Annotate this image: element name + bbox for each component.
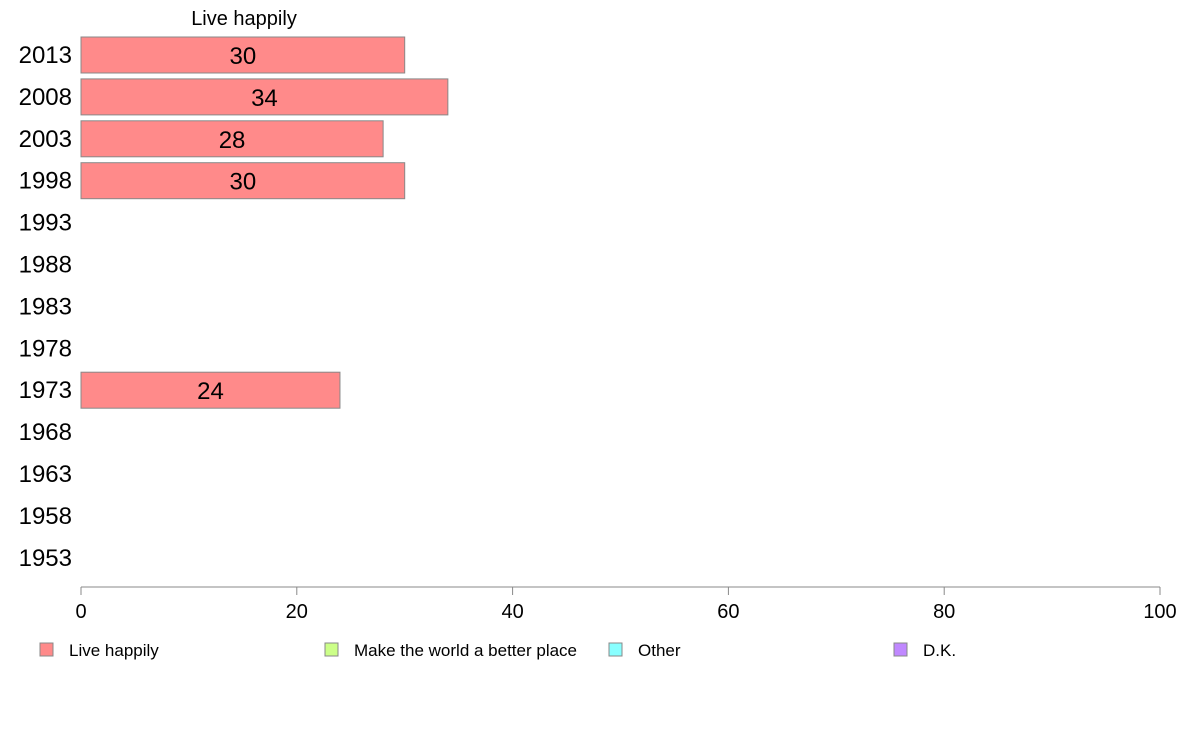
legend-label: Live happily — [69, 641, 159, 660]
legend-swatch — [893, 642, 908, 657]
bar — [80, 120, 384, 158]
year-label: 1993 — [19, 210, 72, 237]
year-label: 1998 — [19, 168, 72, 195]
year-label: 1983 — [19, 293, 72, 320]
year-label: 1978 — [19, 335, 72, 362]
year-label: 1968 — [19, 419, 72, 446]
legend-swatch — [324, 642, 339, 657]
bar — [80, 162, 406, 200]
bar-value-label: 30 — [229, 43, 256, 70]
year-label: 2008 — [19, 84, 72, 111]
chart-title: Live happily — [191, 8, 297, 30]
year-label: 1963 — [19, 461, 72, 488]
bar — [80, 371, 341, 409]
legend-swatch — [39, 642, 54, 657]
year-label: 2013 — [19, 42, 72, 69]
bar — [80, 36, 406, 74]
year-label: 1953 — [19, 545, 72, 572]
year-label: 1958 — [19, 503, 72, 530]
legend-label: Make the world a better place — [354, 641, 577, 660]
x-tick-label: 0 — [75, 601, 86, 623]
x-tick-label: 60 — [717, 601, 739, 623]
bar-value-label: 28 — [219, 127, 246, 154]
x-tick-label: 100 — [1143, 601, 1176, 623]
legend-label: Other — [638, 641, 681, 660]
legend: Live happily Make the world a better plac… — [39, 641, 956, 660]
year-label: 2003 — [19, 126, 72, 153]
x-axis: 0 20 40 60 80 100 — [75, 586, 1177, 623]
x-tick-label: 40 — [501, 601, 523, 623]
bar-value-label: 30 — [229, 169, 256, 196]
legend-label: D.K. — [923, 641, 956, 660]
x-tick-label: 80 — [933, 601, 955, 623]
bar — [80, 78, 449, 116]
bar-value-label: 24 — [197, 378, 224, 405]
year-labels: 2013 2008 2003 1998 1993 1988 1983 1978 1973 1968… — [19, 42, 72, 572]
year-label: 1973 — [19, 377, 72, 404]
bar-value-label: 34 — [251, 85, 278, 112]
legend-swatch — [608, 642, 623, 657]
x-tick-label: 20 — [286, 601, 308, 623]
year-label: 1988 — [19, 252, 72, 279]
